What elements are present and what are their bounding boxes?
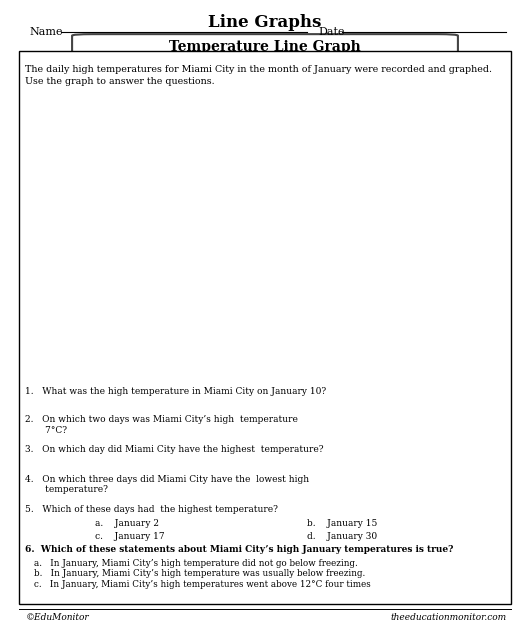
Text: 100: 100 <box>487 476 497 480</box>
FancyBboxPatch shape <box>459 566 482 583</box>
Text: 0: 0 <box>487 553 490 558</box>
Text: b.    January 15: b. January 15 <box>307 519 378 527</box>
Text: 6.  Which of these statements about Miami City’s high January temperatures is tr: 6. Which of these statements about Miami… <box>25 545 454 554</box>
Text: a.    January 2: a. January 2 <box>95 519 160 527</box>
Text: 5.   Which of these days had  the highest temperature?: 5. Which of these days had the highest t… <box>25 505 278 513</box>
Text: 3.   On which day did Miami City have the highest  temperature?: 3. On which day did Miami City have the … <box>25 445 324 454</box>
Y-axis label: Temperature in °C (y-axis): Temperature in °C (y-axis) <box>37 202 46 333</box>
Text: 60: 60 <box>487 506 494 512</box>
Text: 2.   On which two days was Miami City’s high  temperature
       7°C?: 2. On which two days was Miami City’s hi… <box>25 415 298 434</box>
Text: theeducationmonitor.com: theeducationmonitor.com <box>390 613 506 622</box>
FancyBboxPatch shape <box>456 391 484 577</box>
Circle shape <box>447 580 493 587</box>
Text: 70: 70 <box>487 499 494 504</box>
Text: 90: 90 <box>487 483 494 489</box>
Text: -30: -30 <box>445 569 454 575</box>
Text: 80: 80 <box>487 491 494 496</box>
Text: °C: °C <box>453 376 463 385</box>
Text: °F: °F <box>478 376 487 385</box>
Text: 1.   What was the high temperature in Miami City on January 10?: 1. What was the high temperature in Miam… <box>25 387 326 396</box>
Text: 50: 50 <box>487 514 494 519</box>
Text: 30: 30 <box>447 487 454 491</box>
Text: Name: Name <box>29 27 63 38</box>
FancyBboxPatch shape <box>72 34 458 60</box>
Text: 10: 10 <box>487 545 494 550</box>
Text: 20: 20 <box>447 500 454 505</box>
Text: b.   In January, Miami City’s high temperature was usually below freezing.: b. In January, Miami City’s high tempera… <box>34 569 366 578</box>
Text: 40: 40 <box>487 522 494 527</box>
Title: Daily High Temperature: Daily High Temperature <box>201 147 355 160</box>
Text: -40: -40 <box>487 583 496 589</box>
Text: 37.7: 37.7 <box>441 476 454 481</box>
Text: 4.   On which three days did Miami City have the  lowest high
       temperature: 4. On which three days did Miami City ha… <box>25 475 310 494</box>
Text: Date: Date <box>318 27 344 38</box>
Text: Line Graphs: Line Graphs <box>208 14 322 31</box>
Text: -10: -10 <box>445 542 454 547</box>
Text: 20: 20 <box>487 538 494 542</box>
Text: c.   In January, Miami City’s high temperatures went above 12°C four times: c. In January, Miami City’s high tempera… <box>34 580 371 589</box>
Text: -30: -30 <box>487 576 496 581</box>
Text: ©EduMonitor: ©EduMonitor <box>25 613 89 622</box>
Text: Temperature Line Graph: Temperature Line Graph <box>169 39 361 54</box>
Text: c.    January 17: c. January 17 <box>95 532 165 541</box>
Text: -20: -20 <box>445 556 454 561</box>
Text: d.    January 30: d. January 30 <box>307 532 377 541</box>
Text: 30: 30 <box>487 529 494 534</box>
Text: -40: -40 <box>445 583 454 589</box>
Text: -10: -10 <box>487 561 496 566</box>
Text: 10: 10 <box>447 514 454 519</box>
Text: a.   In January, Miami City’s high temperature did not go below freezing.: a. In January, Miami City’s high tempera… <box>34 559 358 568</box>
Text: -20: -20 <box>487 568 496 573</box>
X-axis label: January Dates (x-axis): January Dates (x-axis) <box>220 389 336 398</box>
Text: The daily high temperatures for Miami City in the month of January were recorded: The daily high temperatures for Miami Ci… <box>25 65 492 87</box>
Text: 0: 0 <box>450 528 454 533</box>
